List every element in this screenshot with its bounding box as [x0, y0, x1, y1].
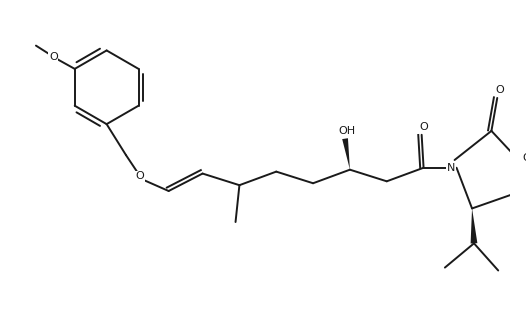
Text: OH: OH: [338, 126, 356, 136]
Text: O: O: [496, 85, 504, 95]
Text: O: O: [49, 52, 58, 62]
Text: O: O: [522, 153, 526, 163]
Polygon shape: [342, 138, 350, 170]
Polygon shape: [471, 208, 478, 243]
Text: O: O: [135, 172, 144, 182]
Text: N: N: [447, 163, 455, 173]
Text: O: O: [419, 122, 428, 132]
